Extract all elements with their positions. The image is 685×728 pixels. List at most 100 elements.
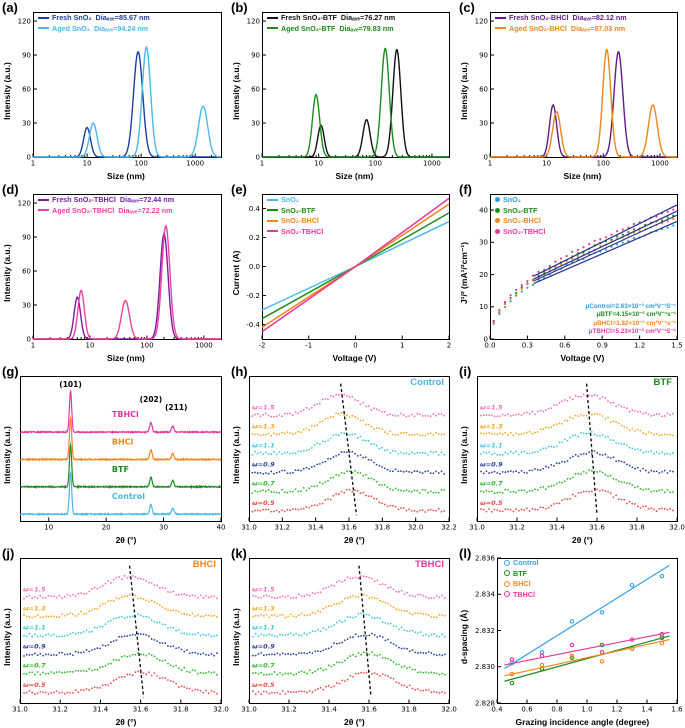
mobility-annotation: μControl=2.63×10⁻³ cm²V⁻¹S⁻¹ bbox=[585, 303, 676, 311]
legend-swatch-line bbox=[495, 27, 506, 29]
x-axis-title: Size (nm) bbox=[563, 171, 602, 181]
legend-item: Aged SnO₂-BTF Diaₐᵥₑ=79.83 nm bbox=[267, 24, 395, 33]
legend-item: SnO₂-TBHCl bbox=[267, 227, 323, 236]
legend-item: SnO₂-BTF bbox=[495, 206, 545, 215]
panel-l-canvas bbox=[457, 546, 685, 728]
legend-value: Diaₐᵥₑ=87.03 nm bbox=[570, 23, 626, 33]
x-axis-title: Size (nm) bbox=[107, 353, 145, 363]
legend-item: SnO₂ bbox=[495, 195, 545, 204]
legend-label: SnO₂-TBHCl bbox=[281, 226, 324, 236]
panel-f-canvas bbox=[457, 182, 685, 364]
legend-item: Fresh SnO₂-BTF Diaₐᵥₑ=76.27 nm bbox=[267, 13, 395, 22]
x-axis-title: 2θ (°) bbox=[115, 535, 137, 545]
x-axis-title: 2θ (°) bbox=[344, 535, 365, 545]
panel-j: (j) Intensity (a.u.) 2θ (°) BHCl bbox=[0, 546, 229, 728]
panel-title: TBHCl bbox=[414, 559, 444, 570]
legend-swatch-line bbox=[267, 230, 278, 232]
legend-value: Diaₐᵥₑ=79.83 nm bbox=[339, 23, 394, 33]
x-axis-title: 2θ (°) bbox=[572, 535, 593, 545]
x-axis-title: Size (nm) bbox=[107, 171, 145, 181]
legend-item: Control bbox=[504, 558, 539, 567]
panel-g-canvas bbox=[0, 364, 229, 546]
legend-label: Control bbox=[513, 558, 539, 567]
panel-a-canvas bbox=[0, 0, 229, 182]
legend-value: Diaₐᵥₑ=82.12 nm bbox=[572, 13, 627, 22]
legend-value: Diaₐᵥₑ=72.22 nm bbox=[118, 205, 173, 215]
panel-l: (l) d-spacing (Å) Grazing incidence angl… bbox=[457, 546, 685, 728]
mobility-annotation: μBHCl=3.82×10⁻³ cm²V⁻¹s⁻¹ bbox=[593, 319, 676, 327]
legend-swatch-line bbox=[38, 27, 49, 29]
panel-d: (d) Intensity (a.u.) Size (nm) Fresh SnO… bbox=[0, 182, 229, 364]
panel-k: (k) Intensity (a.u.) 2θ (°) TBHCl bbox=[229, 546, 457, 728]
y-axis-title: Intensity (a.u.) bbox=[231, 608, 241, 666]
mobility-annotation: μTBHCl=5.23×10⁻³ cm²V⁻¹S⁻¹ bbox=[588, 327, 676, 335]
x-axis-title: Voltage (V) bbox=[560, 353, 605, 363]
panel-letter: (l) bbox=[459, 546, 472, 561]
panel-letter: (g) bbox=[2, 364, 19, 379]
y-axis-title: Intensity (a.u.) bbox=[231, 62, 241, 120]
y-axis-title: Current (A) bbox=[231, 250, 241, 296]
panel-c-canvas bbox=[457, 0, 685, 182]
panel-letter: (f) bbox=[459, 182, 472, 197]
legend-label: SnO₂-BHCl bbox=[281, 216, 319, 225]
legend-label: Fresh SnO₂-TBHCl bbox=[52, 195, 116, 204]
panel-i-canvas bbox=[457, 364, 685, 546]
panel-i: (i) Intensity (a.u.) 2θ (°) BTF bbox=[457, 364, 685, 546]
legend-label: SnO₂ bbox=[281, 195, 299, 204]
legend-swatch-line bbox=[267, 209, 278, 211]
panel-title: BTF bbox=[653, 377, 672, 388]
legend-item: Aged SnO₂-BHCl Diaₐᵥₑ=87.03 nm bbox=[495, 24, 627, 33]
mobility-annotation: μBTF=4.15×10⁻³ cm²V⁻¹s⁻¹ bbox=[596, 311, 676, 319]
legend-swatch-line bbox=[267, 219, 278, 222]
legend-item: SnO₂-BHCl bbox=[495, 216, 545, 225]
panel-title: Control bbox=[410, 377, 444, 388]
legend-item: TBHCl bbox=[504, 590, 539, 599]
legend-swatch-line bbox=[267, 16, 278, 19]
legend-label: Fresh SnO₂-BHCl bbox=[509, 13, 569, 22]
legend-swatch-ring bbox=[504, 591, 510, 597]
panel-letter: (h) bbox=[231, 364, 248, 379]
panel-h-canvas bbox=[229, 364, 457, 546]
legend-swatch-ring bbox=[504, 570, 510, 576]
legend-swatch-dot bbox=[495, 197, 500, 202]
legend-value: Diaₐᵥₑ=72.44 nm bbox=[119, 195, 175, 204]
y-axis-title: Intensity (a.u.) bbox=[2, 62, 12, 120]
y-axis-title: Intensity (a.u.) bbox=[459, 426, 469, 484]
legend-item: SnO₂-TBHCl bbox=[495, 227, 545, 236]
legend-label: Aged SnO₂-TBHCl bbox=[52, 205, 115, 215]
legend-item: Fresh SnO₂-TBHCl Diaₐᵥₑ=72.44 nm bbox=[38, 195, 174, 204]
legend-value: Diaₐᵥₑ=85.67 nm bbox=[95, 13, 150, 22]
legend-label: Aged SnO₂-BTF bbox=[281, 23, 336, 33]
legend-item: SnO₂-BHCl bbox=[267, 216, 323, 225]
panel-c: (c) Intensity (a.u.) Size (nm) Fresh SnO… bbox=[457, 0, 685, 182]
y-axis-title: Intensity (a.u.) bbox=[2, 244, 12, 302]
legend-label: BHCl bbox=[513, 579, 531, 588]
panel-letter: (e) bbox=[231, 182, 247, 197]
panel-d-canvas bbox=[0, 182, 229, 364]
legend-swatch-dot bbox=[495, 228, 500, 234]
legend-value: Diaₐᵥₑ=76.27 nm bbox=[340, 13, 396, 22]
y-axis-title: Intensity (a.u.) bbox=[459, 62, 469, 120]
legend-swatch-line bbox=[38, 209, 49, 211]
y-axis-title: Intensity (a.u.) bbox=[2, 608, 12, 666]
panel-k-canvas bbox=[229, 546, 457, 728]
x-axis-title: 2θ (°) bbox=[344, 717, 365, 727]
legend-item: SnO₂ bbox=[267, 195, 323, 204]
legend-label: Fresh SnO₂ bbox=[52, 13, 92, 22]
legend: SnO₂ SnO₂-BTF SnO₂-BHCl SnO₂-TBHCl bbox=[495, 195, 545, 236]
legend: Fresh SnO₂-BTF Diaₐᵥₑ=76.27 nm Aged SnO₂-B… bbox=[267, 13, 395, 33]
legend-item: BTF bbox=[504, 569, 539, 578]
legend-swatch-line bbox=[267, 27, 278, 29]
x-axis-title: Size (nm) bbox=[335, 171, 374, 181]
legend-swatch-ring bbox=[504, 580, 510, 587]
legend-label: SnO₂-TBHCl bbox=[503, 226, 546, 236]
panel-e-canvas bbox=[229, 182, 457, 364]
legend-label: Fresh SnO₂-BTF bbox=[281, 13, 337, 22]
legend-label: SnO₂ bbox=[503, 195, 521, 204]
panel-b: (b) Intensity (a.u.) Size (nm) Fresh SnO… bbox=[229, 0, 457, 182]
panel-letter: (c) bbox=[459, 0, 475, 15]
panel-g: (g) Intensity (a.u.) 2θ (°) bbox=[0, 364, 229, 546]
legend: SnO₂ SnO₂-BTF SnO₂-BHCl SnO₂-TBHCl bbox=[267, 195, 323, 236]
legend-label: Aged SnO₂ bbox=[52, 23, 90, 33]
